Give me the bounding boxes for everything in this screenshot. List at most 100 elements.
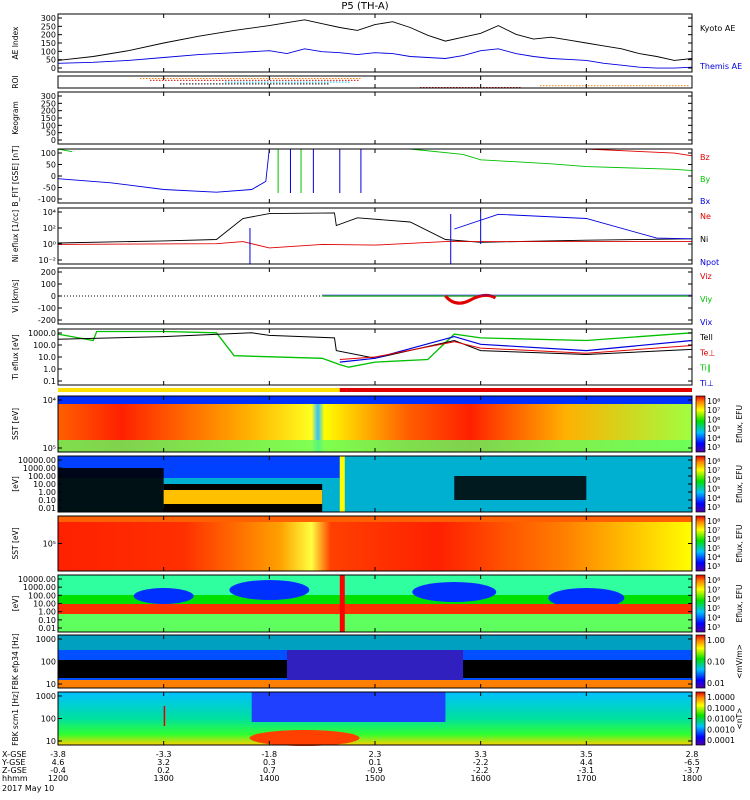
roi-mark	[303, 81, 305, 83]
roi-mark	[264, 81, 266, 83]
roi-mark	[293, 78, 295, 79]
roi-mark	[342, 79, 344, 81]
roi-mark	[189, 83, 191, 85]
x-axis-value: 1400	[259, 774, 279, 783]
roi-mark	[603, 85, 605, 87]
teperp-trace	[339, 341, 693, 360]
roi-mark	[327, 81, 329, 83]
esa_electron-colorbar	[695, 574, 706, 633]
colorbar-tick-label: 10⁸	[707, 576, 720, 585]
roi-mark	[237, 79, 239, 81]
roi-mark	[243, 83, 245, 85]
roi-mark	[648, 85, 650, 87]
roi-mark	[179, 78, 181, 79]
sst_ion-colorbar-label: Eflux, EFU	[735, 405, 744, 443]
roi-mark	[297, 81, 299, 83]
roi-mark	[285, 81, 287, 83]
roi-mark	[279, 83, 281, 85]
roi-mark	[198, 79, 200, 81]
roi-mark	[344, 78, 346, 79]
roi-mark	[158, 78, 160, 79]
roi-mark	[225, 79, 227, 81]
roi-mark	[204, 79, 206, 81]
date-label: 2017 May 10	[2, 784, 54, 793]
roi-mark	[246, 79, 248, 81]
roi-mark	[276, 83, 278, 85]
roi-mark	[264, 83, 266, 85]
fbk_e-feature	[58, 635, 692, 650]
roi-mark	[186, 79, 188, 81]
y-tick-label: 100	[41, 149, 56, 158]
colorbar-tick-label: 10³	[707, 503, 720, 512]
fbk_b-colorbar-label: <nT>	[735, 708, 744, 730]
sst_electron-spectrogram	[58, 516, 692, 571]
roi-mark	[336, 81, 338, 83]
roi-mark	[294, 81, 296, 83]
roi-mark	[348, 81, 350, 83]
roi-mark	[296, 78, 298, 79]
legend-density-1: Ni	[700, 235, 708, 244]
y-tick-label: 50	[46, 56, 56, 65]
esa_electron-feature	[133, 588, 194, 604]
roi-mark	[252, 81, 254, 83]
roi-mark	[195, 83, 197, 85]
roi-mark	[168, 79, 170, 81]
y-tick-label: 10⁰	[43, 240, 56, 249]
esa_ion-feature	[163, 490, 323, 504]
y-tick-label: 100	[41, 715, 56, 724]
roi-mark	[191, 78, 193, 79]
roi-mark	[203, 78, 205, 79]
roi-mark	[546, 85, 548, 87]
roi-mark	[252, 83, 254, 85]
ne-trace	[57, 241, 692, 249]
roi-mark	[357, 79, 359, 81]
roi-mark	[263, 78, 265, 79]
density-frame	[57, 207, 693, 265]
y-tick-label: 10.0	[38, 353, 56, 362]
roi-mark	[200, 78, 202, 79]
colorbar-tick-label: 10⁶	[707, 595, 720, 604]
roi-mark	[618, 85, 620, 87]
roi-mark	[321, 83, 323, 85]
sst_ion-feature	[58, 440, 692, 452]
colorbar-tick-label: 10⁸	[707, 517, 720, 526]
roi-mark	[308, 78, 310, 79]
roi-mark	[185, 78, 187, 79]
roi-mark	[359, 78, 361, 79]
y-tick-label: 0.01	[38, 624, 56, 633]
roi-mark	[159, 79, 161, 81]
roi-mark	[329, 78, 331, 79]
roi-mark	[309, 79, 311, 81]
roi-mark	[276, 81, 278, 83]
roi-mark	[222, 79, 224, 81]
roi-mark	[234, 83, 236, 85]
colorbar-tick-label: 10⁵	[707, 604, 720, 613]
roi-mark	[678, 85, 680, 87]
roi-mark	[672, 85, 674, 87]
roi-mark	[143, 78, 145, 79]
roi-mark	[180, 83, 182, 85]
tipar-trace	[57, 330, 693, 368]
roi-mark	[312, 83, 314, 85]
roi-mark	[278, 78, 280, 79]
colorbar-tick-label: 1.0000	[707, 693, 735, 702]
x-axis-value: 1600	[470, 774, 490, 783]
roi-mark	[350, 78, 352, 79]
x-axis-row-label: X-GSE	[2, 750, 27, 759]
esa_ion-colorbar-label: Eflux, EFU	[735, 465, 744, 503]
roi-mark	[146, 78, 148, 79]
roi-mark	[188, 78, 190, 79]
y-tick-label: 150	[41, 39, 56, 48]
x-axis-value: 2.8	[686, 750, 699, 759]
x-axis-value: 3.5	[580, 750, 593, 759]
y-tick-label: 10⁴	[43, 396, 56, 405]
colorbar-tick-label: 10⁶	[707, 415, 720, 424]
roi-mark	[615, 85, 617, 87]
roi-mark	[183, 83, 185, 85]
y-tick-label: 0	[51, 292, 56, 301]
legend-bfit-2: Bx	[700, 197, 710, 206]
roi-mark	[630, 85, 632, 87]
colorbar-tick-label: 10⁶	[707, 475, 720, 484]
roi-mark	[164, 78, 166, 79]
x-axis-value: 4.6	[52, 758, 65, 767]
